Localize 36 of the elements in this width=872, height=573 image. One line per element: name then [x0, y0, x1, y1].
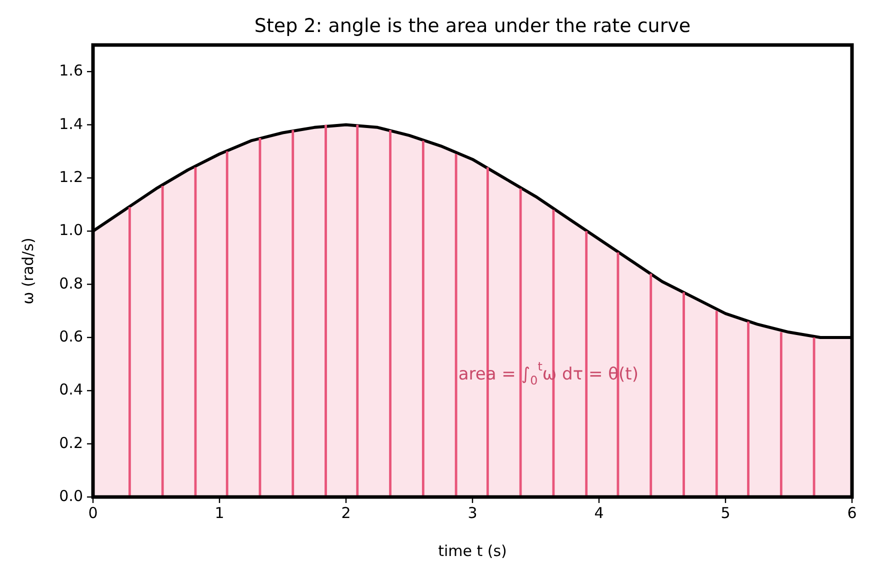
bar [812, 337, 816, 497]
y-tick-label: 1.4 [59, 114, 83, 133]
bar [128, 207, 131, 497]
bar [747, 322, 750, 497]
bar [292, 130, 294, 497]
bar [519, 188, 522, 497]
chart-title: Step 2: angle is the area under the rate curve [254, 15, 691, 37]
x-tick-label: 2 [341, 504, 351, 522]
bar [650, 274, 652, 497]
bar [422, 140, 424, 497]
bar [324, 124, 327, 497]
x-tick-label: 3 [468, 504, 478, 522]
y-tick-label: 0.8 [59, 274, 83, 292]
bar [389, 130, 392, 497]
bar [161, 186, 164, 497]
bar [454, 154, 458, 497]
y-tick-label: 0.0 [59, 487, 83, 506]
x-tick-label: 0 [88, 504, 98, 522]
y-tick-label: 1.2 [59, 168, 83, 186]
bar [715, 310, 718, 497]
y-tick-label: 0.2 [59, 434, 83, 452]
y-tick-label: 1.6 [59, 62, 83, 80]
bar [226, 151, 228, 497]
x-tick-label: 4 [594, 504, 604, 522]
y-axis-title: ω (rad/s) [19, 238, 37, 304]
x-axis-title: time t (s) [438, 542, 507, 560]
bar [682, 292, 685, 497]
bar [585, 231, 588, 497]
y-tick-label: 0.4 [59, 380, 83, 399]
bar [780, 332, 782, 497]
x-tick-label: 1 [214, 504, 224, 522]
y-tick-label: 1.0 [59, 221, 83, 240]
y-tick-label: 0.6 [59, 328, 83, 346]
x-tick-label: 6 [847, 504, 857, 522]
x-tick-label: 5 [720, 504, 730, 522]
bar [356, 124, 359, 497]
